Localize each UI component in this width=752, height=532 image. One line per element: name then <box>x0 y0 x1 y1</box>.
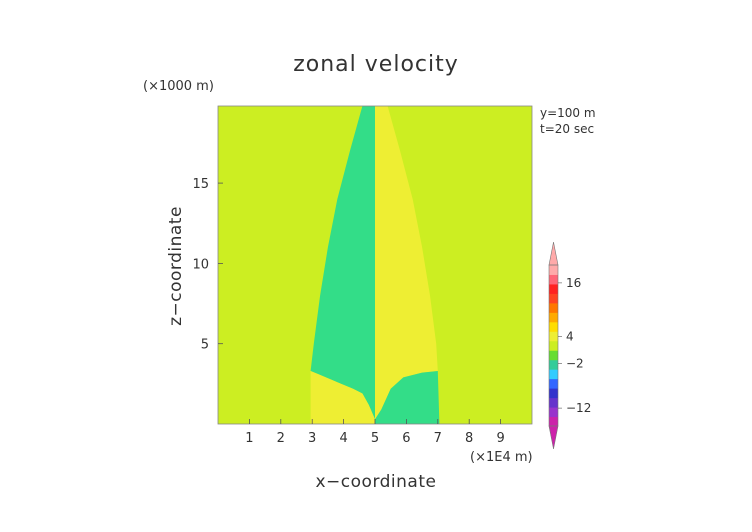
y-axis-unit: (×1000 m) <box>143 79 214 94</box>
colorbar-label: −2 <box>566 356 584 370</box>
negative-lobe-left <box>310 106 375 420</box>
colorbar-frame <box>548 264 559 427</box>
x-tick-label: 2 <box>277 431 285 446</box>
x-axis: 1 2 3 4 5 6 7 8 9 <box>245 419 505 446</box>
colorbar-band <box>549 265 558 275</box>
colorbar-band <box>549 350 558 361</box>
x-tick-label: 3 <box>308 431 316 446</box>
x-tick-label: 4 <box>339 431 347 446</box>
colorbar-band <box>549 359 558 370</box>
colorbar-top-arrow <box>548 241 559 266</box>
x-axis-unit: (×1E4 m) <box>470 450 533 465</box>
chart-title: zonal velocity <box>293 52 459 77</box>
x-tick-label: 1 <box>245 431 253 446</box>
colorbar-band <box>549 293 558 304</box>
colorbar-band <box>549 274 558 285</box>
colorbar-band <box>549 416 558 427</box>
colorbar-band <box>549 407 558 418</box>
negative-region-bottom-right <box>375 371 440 424</box>
x-tick-label: 8 <box>465 431 473 446</box>
y-tick-label: 15 <box>192 177 209 192</box>
colorbar-band <box>549 331 558 342</box>
y-tick-label: 10 <box>192 257 209 272</box>
x-tick-label: 9 <box>496 431 504 446</box>
colorbar-label: 16 <box>566 276 581 290</box>
annotation-t: t=20 sec <box>540 122 594 136</box>
colorbar-band <box>549 340 558 351</box>
y-tick-label: 5 <box>201 338 209 353</box>
colorbar-band <box>549 302 558 313</box>
colorbar-band <box>549 388 558 399</box>
colorbar-bottom-arrow <box>548 425 559 450</box>
colorbar-band <box>549 378 558 389</box>
positive-region-bottom-left <box>310 371 375 424</box>
colorbar-band <box>549 397 558 408</box>
colorbar-band <box>549 283 558 294</box>
annotation-y: y=100 m <box>540 106 596 120</box>
x-tick-label: 6 <box>402 431 410 446</box>
colorbar-band <box>549 369 558 380</box>
colorbar-label: 4 <box>566 330 574 344</box>
positive-lobe-right <box>375 106 438 420</box>
plot-area <box>217 105 533 425</box>
colorbar: 16 4 −2 −12 <box>548 241 591 450</box>
y-axis-label: z−coordinate <box>166 206 186 326</box>
colorbar-band <box>549 312 558 323</box>
colorbar-label: −12 <box>566 401 591 415</box>
x-axis-label: x−coordinate <box>316 472 437 492</box>
y-axis: 5 10 15 <box>192 177 223 353</box>
x-tick-label: 7 <box>434 431 442 446</box>
colorbar-band <box>549 321 558 332</box>
x-tick-label: 5 <box>371 431 379 446</box>
